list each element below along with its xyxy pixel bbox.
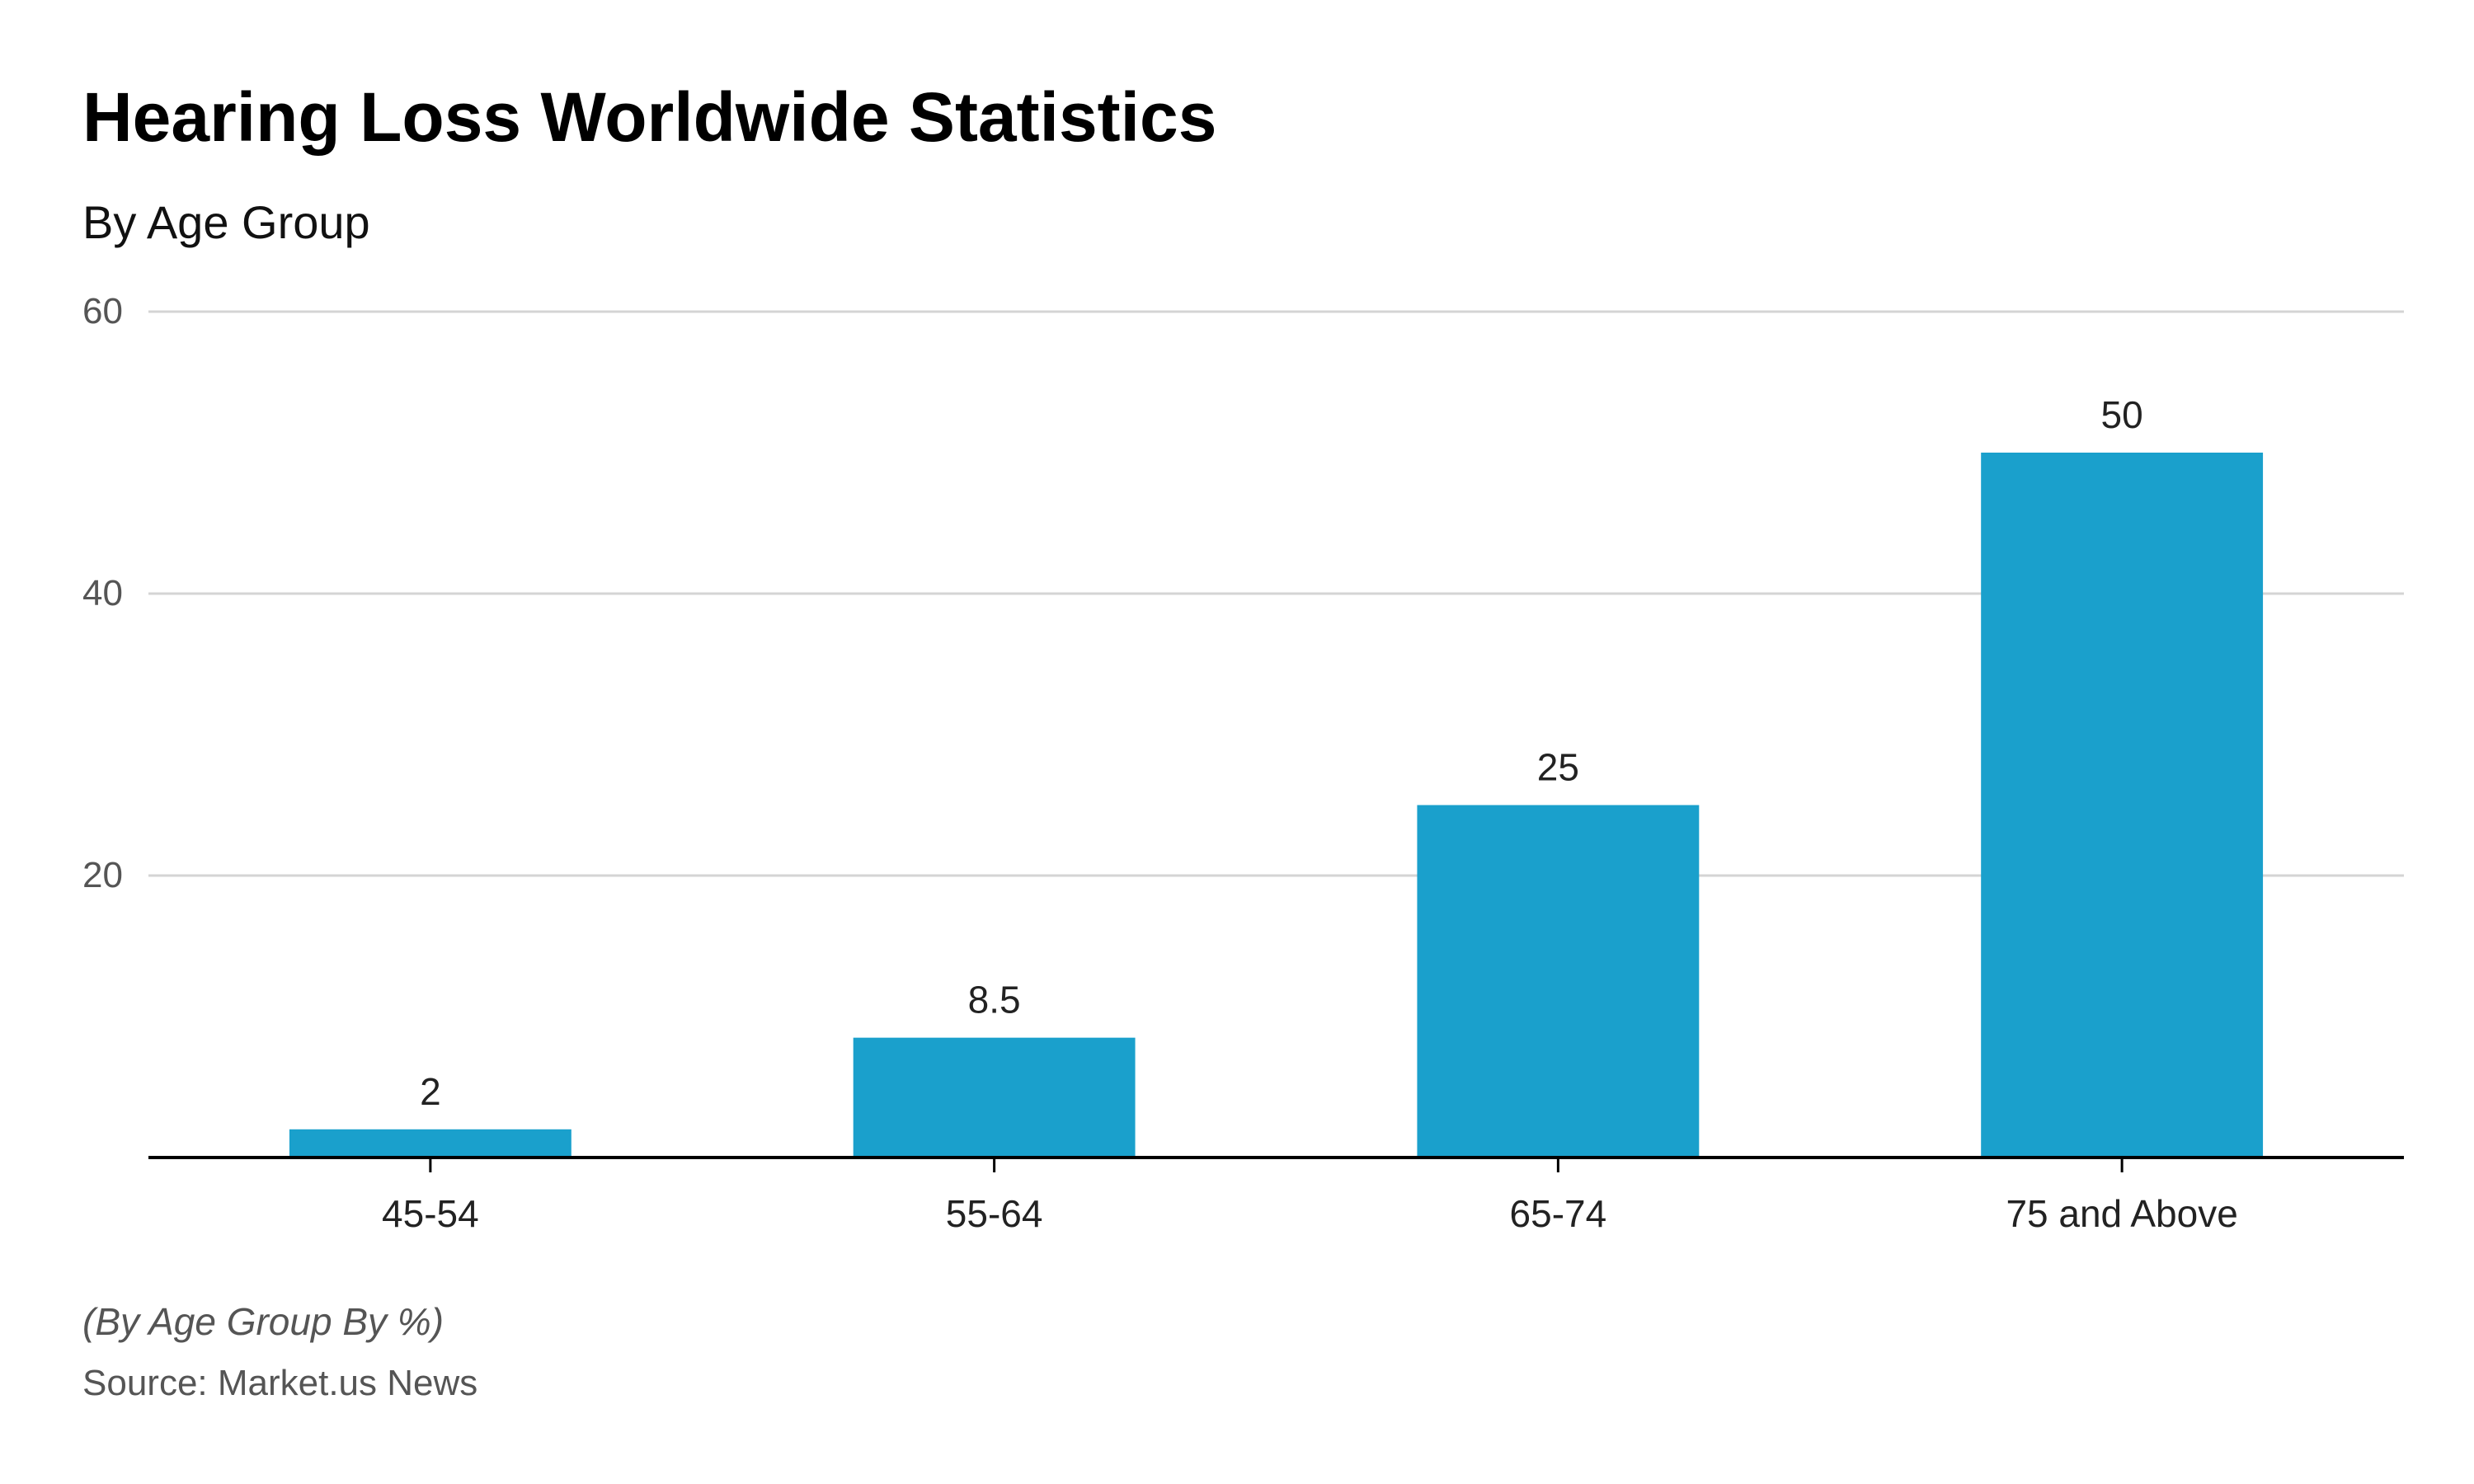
y-tick-label: 60 xyxy=(82,291,123,331)
bar-value-label: 2 xyxy=(420,1070,441,1113)
x-tick-label: 65-74 xyxy=(1510,1192,1607,1235)
bar-55-64 xyxy=(853,1037,1136,1158)
y-tick-label: 20 xyxy=(82,855,123,895)
chart-title: Hearing Loss Worldwide Statistics xyxy=(82,78,1217,156)
chart-subtitle: By Age Group xyxy=(82,196,370,248)
bar-45-54 xyxy=(289,1129,571,1158)
footnote: (By Age Group By %) xyxy=(82,1300,444,1343)
x-tick-label: 55-64 xyxy=(946,1192,1043,1235)
bar-65-74 xyxy=(1417,805,1700,1158)
bar-value-label: 8.5 xyxy=(968,979,1021,1021)
source-note: Source: Market.us News xyxy=(82,1363,478,1403)
x-tick-label: 75 and Above xyxy=(2006,1192,2237,1235)
bar-value-label: 25 xyxy=(1537,746,1579,789)
x-tick-label: 45-54 xyxy=(382,1192,479,1235)
bar-value-label: 50 xyxy=(2101,393,2143,436)
y-tick-label: 40 xyxy=(82,573,123,613)
bar-75-and-above xyxy=(1981,453,2264,1158)
